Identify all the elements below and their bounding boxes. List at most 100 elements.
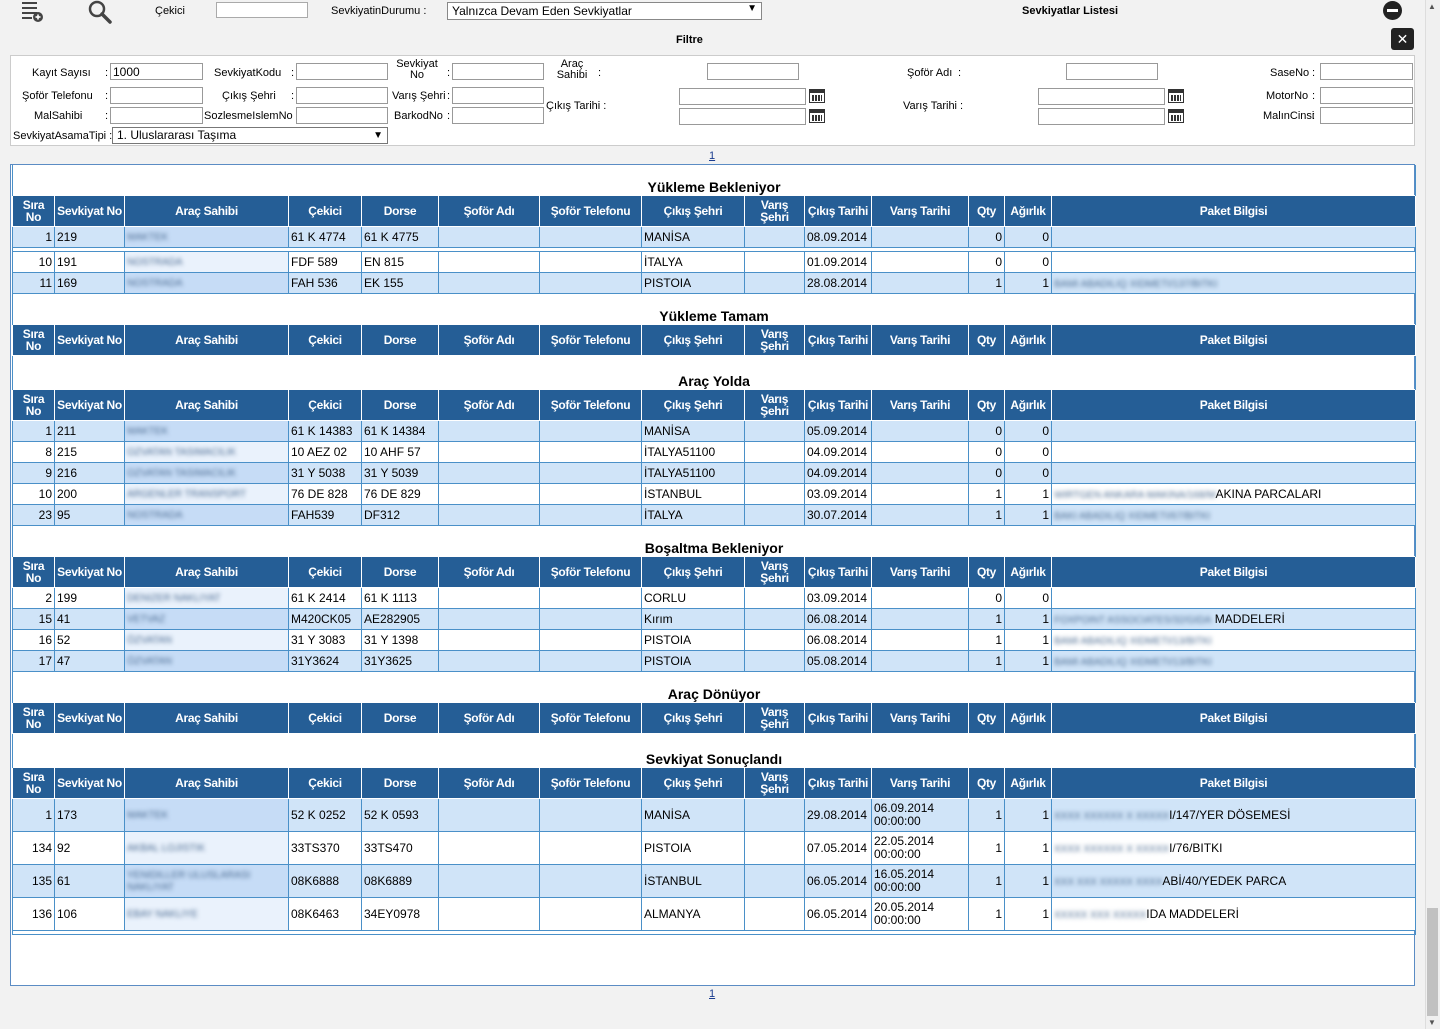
- table-row[interactable]: 1 173 MAKTEK 52 K 0252 52 K 0593 MANİSA 29.08.…: [12, 798, 1417, 832]
- column-header[interactable]: Sıra No: [12, 702, 55, 734]
- column-header[interactable]: Sevkiyat No: [54, 389, 125, 421]
- column-header[interactable]: Çıkış Şehri: [641, 324, 745, 356]
- column-header[interactable]: Çekici: [288, 702, 362, 734]
- table-row[interactable]: 15 41 VETVAZ M420CK05 AE282905 Kırım 06.08.201…: [12, 608, 1417, 630]
- calendar-icon[interactable]: [1168, 89, 1184, 103]
- sase-no-input[interactable]: [1320, 63, 1413, 80]
- column-header[interactable]: Çıkış Tarihi: [804, 767, 872, 799]
- column-header[interactable]: Varış Tarihi: [871, 767, 969, 799]
- asama-select[interactable]: 1. Uluslararası Taşıma ▼: [112, 127, 388, 144]
- column-header[interactable]: Şoför Telefonu: [539, 195, 642, 227]
- barkod-input[interactable]: [452, 107, 544, 124]
- scrollbar-thumb[interactable]: [1427, 908, 1438, 1016]
- column-header[interactable]: Qty: [968, 195, 1005, 227]
- column-header[interactable]: Çıkış Şehri: [641, 702, 745, 734]
- motor-no-input[interactable]: [1320, 87, 1413, 104]
- column-header[interactable]: Çıkış Şehri: [641, 556, 745, 588]
- table-row[interactable]: 17 47 ÖZVATAN 31Y3624 31Y3625 PISTOIA 05.08.20…: [12, 650, 1417, 672]
- column-header[interactable]: Dorse: [361, 389, 439, 421]
- mal-sahibi-input[interactable]: [110, 107, 203, 124]
- column-header[interactable]: Çekici: [288, 195, 362, 227]
- table-row[interactable]: 11 169 NOSTRADA FAH 536 EK 155 PISTOIA 28.08.2…: [12, 272, 1417, 294]
- column-header[interactable]: Çıkış Tarihi: [804, 702, 872, 734]
- calendar-icon[interactable]: [1168, 109, 1184, 123]
- scroll-up-icon[interactable]: ▲: [1428, 2, 1436, 11]
- column-header[interactable]: Dorse: [361, 324, 439, 356]
- table-row[interactable]: 135 61 YENIDILLER ULUSLARASI NAKLIYAT 08K68…: [12, 864, 1417, 898]
- column-header[interactable]: Qty: [968, 702, 1005, 734]
- table-row[interactable]: 136 106 EBAY NAKLIYE 08K6463 34EY0978 ALMANYA…: [12, 897, 1417, 931]
- column-header[interactable]: Şoför Telefonu: [539, 389, 642, 421]
- close-icon[interactable]: ✕: [1391, 28, 1414, 50]
- column-header[interactable]: Varış Tarihi: [871, 702, 969, 734]
- column-header[interactable]: Dorse: [361, 702, 439, 734]
- varis-tarihi-start-input[interactable]: [1038, 88, 1165, 105]
- column-header[interactable]: Araç Sahibi: [124, 767, 289, 799]
- column-header[interactable]: Varış Şehri: [744, 324, 805, 356]
- column-header[interactable]: Araç Sahibi: [124, 556, 289, 588]
- column-header[interactable]: Çıkış Tarihi: [804, 324, 872, 356]
- column-header[interactable]: Varış Tarihi: [871, 389, 969, 421]
- column-header[interactable]: Ağırlık: [1004, 702, 1052, 734]
- column-header[interactable]: Sevkiyat No: [54, 195, 125, 227]
- column-header[interactable]: Sıra No: [12, 767, 55, 799]
- pager-top[interactable]: 1: [709, 150, 716, 162]
- column-header[interactable]: Sıra No: [12, 195, 55, 227]
- column-header[interactable]: Çıkış Tarihi: [804, 556, 872, 588]
- column-header[interactable]: Qty: [968, 324, 1005, 356]
- column-header[interactable]: Çıkış Şehri: [641, 767, 745, 799]
- scroll-down-icon[interactable]: ▼: [1428, 1018, 1436, 1027]
- table-row[interactable]: 1 219 MAKTEK 61 K 4774 61 K 4775 MANİSA 08.09.…: [12, 226, 1417, 248]
- column-header[interactable]: Şoför Adı: [438, 195, 540, 227]
- search-icon[interactable]: [88, 0, 112, 24]
- column-header[interactable]: Araç Sahibi: [124, 389, 289, 421]
- column-header[interactable]: Paket Bilgisi: [1050, 702, 1417, 734]
- varis-tarihi-end-input[interactable]: [1038, 108, 1165, 125]
- column-header[interactable]: Şoför Adı: [438, 556, 540, 588]
- column-header[interactable]: Çıkış Tarihi: [804, 195, 872, 227]
- column-header[interactable]: Çekici: [288, 389, 362, 421]
- calendar-icon[interactable]: [809, 89, 825, 103]
- column-header[interactable]: Çekici: [288, 556, 362, 588]
- arac-sahibi-input[interactable]: [707, 63, 799, 80]
- column-header[interactable]: Dorse: [361, 767, 439, 799]
- table-row[interactable]: 8 215 OZVATAN TASIMACILIK 10 AEZ 02 10 AHF 5…: [12, 441, 1417, 463]
- column-header[interactable]: Ağırlık: [1004, 556, 1052, 588]
- column-header[interactable]: Çıkış Tarihi: [804, 389, 872, 421]
- cikis-sehri-input[interactable]: [296, 87, 388, 104]
- column-header[interactable]: Paket Bilgisi: [1050, 195, 1417, 227]
- add-list-icon[interactable]: [20, 1, 44, 23]
- column-header[interactable]: Varış Şehri: [744, 389, 805, 421]
- column-header[interactable]: Paket Bilgisi: [1050, 324, 1417, 356]
- column-header[interactable]: Sıra No: [12, 556, 55, 588]
- sofor-tel-input[interactable]: [110, 87, 203, 104]
- column-header[interactable]: Varış Şehri: [744, 556, 805, 588]
- varis-sehri-input[interactable]: [452, 87, 544, 104]
- column-header[interactable]: Paket Bilgisi: [1050, 767, 1417, 799]
- table-row[interactable]: 2 199 DENIZER NAKLIYAT 61 K 2414 61 K 1113 CO…: [12, 587, 1417, 609]
- sozlesme-input[interactable]: [296, 107, 388, 124]
- scrollbar[interactable]: [1425, 0, 1440, 1029]
- column-header[interactable]: Varış Tarihi: [871, 324, 969, 356]
- table-row[interactable]: 16 52 ÖZVATAN 31 Y 3083 31 Y 1398 PISTOIA 06.0…: [12, 629, 1417, 651]
- column-header[interactable]: Çekici: [288, 324, 362, 356]
- column-header[interactable]: Sevkiyat No: [54, 702, 125, 734]
- minus-circle-icon[interactable]: [1383, 1, 1402, 20]
- column-header[interactable]: Sıra No: [12, 324, 55, 356]
- pager-bottom[interactable]: 1: [709, 988, 716, 1000]
- column-header[interactable]: Qty: [968, 389, 1005, 421]
- column-header[interactable]: Şoför Adı: [438, 702, 540, 734]
- column-header[interactable]: Varış Tarihi: [871, 195, 969, 227]
- column-header[interactable]: Ağırlık: [1004, 195, 1052, 227]
- table-row[interactable]: 10 200 ARGENLER TRANSPORT 76 DE 828 76 DE 82…: [12, 483, 1417, 505]
- column-header[interactable]: Şoför Adı: [438, 389, 540, 421]
- column-header[interactable]: Çıkış Şehri: [641, 195, 745, 227]
- table-row[interactable]: 1 211 MAKTEK 61 K 14383 61 K 14384 MANİSA 05.0…: [12, 420, 1417, 442]
- column-header[interactable]: Araç Sahibi: [124, 195, 289, 227]
- table-row[interactable]: 9 216 OZVATAN TASIMACILIK 31 Y 5038 31 Y 503…: [12, 462, 1417, 484]
- column-header[interactable]: Sevkiyat No: [54, 767, 125, 799]
- column-header[interactable]: Araç Sahibi: [124, 324, 289, 356]
- column-header[interactable]: Ağırlık: [1004, 324, 1052, 356]
- table-row[interactable]: 10 191 NOSTRADA FDF 589 EN 815 İTALYA 01.09.20…: [12, 251, 1417, 273]
- column-header[interactable]: Qty: [968, 556, 1005, 588]
